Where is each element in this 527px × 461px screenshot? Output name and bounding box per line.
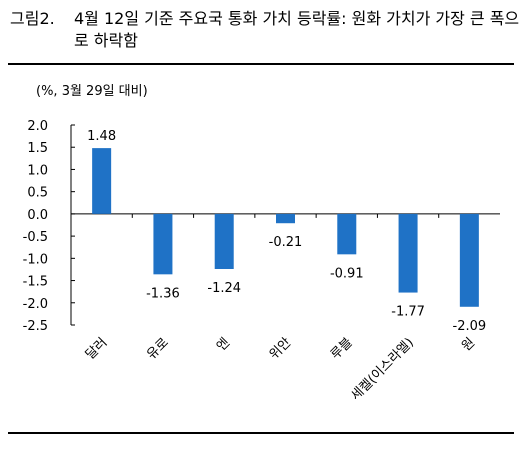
bar-value-label: -0.21: [269, 235, 303, 250]
category-label: 엔: [214, 335, 233, 354]
y-tick-label: 0.5: [27, 186, 48, 201]
category-label: 달러: [83, 335, 111, 363]
title-divider: [8, 63, 514, 65]
axis-layer: 2.0 1.5 1.0 0.5 0.0 -0.5 -1.0 -1.5 -2.0 -2.5: [23, 119, 500, 334]
y-tick-label: 1.0: [27, 163, 48, 178]
bar-value-label: 1.48: [87, 129, 116, 144]
category-label: 원: [459, 335, 478, 354]
bar: [459, 213, 479, 307]
bottom-divider: [8, 432, 514, 434]
figure-label: 그림2.: [10, 9, 55, 28]
bar: [214, 213, 234, 269]
bar-value-label: -1.36: [146, 286, 180, 301]
figure-title: 4월 12일 기준 주요국 통화 가치 등락률: 원화 가치가 가장 큰 폭으로…: [74, 9, 520, 50]
y-tick-label: -2.5: [23, 319, 48, 334]
y-tick-label: 0.0: [27, 208, 48, 223]
y-tick-label: -0.5: [23, 230, 48, 245]
y-tick-label: 1.5: [27, 141, 48, 156]
bar: [153, 213, 173, 275]
category-label: 세켈(이스라엘): [348, 335, 417, 404]
category-label: 위안: [267, 335, 295, 363]
y-tick-label: -1.5: [23, 275, 48, 290]
bar: [276, 213, 295, 224]
bar-value-label: -0.91: [330, 266, 364, 281]
y-tick-label: -1.0: [23, 252, 48, 267]
y-tick-label: 2.0: [27, 119, 48, 134]
bar: [337, 213, 357, 255]
bar-value-label: -2.09: [453, 319, 487, 334]
bar-value-label: -1.77: [391, 305, 425, 320]
unit-label: (%, 3월 29일 대비): [36, 84, 148, 99]
bar: [398, 213, 418, 293]
bar: [92, 148, 112, 214]
category-label: 루블: [328, 335, 356, 363]
bars-layer: [92, 148, 479, 307]
category-label: 유로: [144, 335, 172, 363]
y-tick-label: -2.0: [23, 297, 48, 312]
labels-layer: 1.48 달러 -1.36 유로 -1.24 엔 -0.21 위안 -0.91 루블 -1.77 세켈…: [83, 129, 486, 404]
bar-value-label: -1.24: [207, 281, 241, 296]
